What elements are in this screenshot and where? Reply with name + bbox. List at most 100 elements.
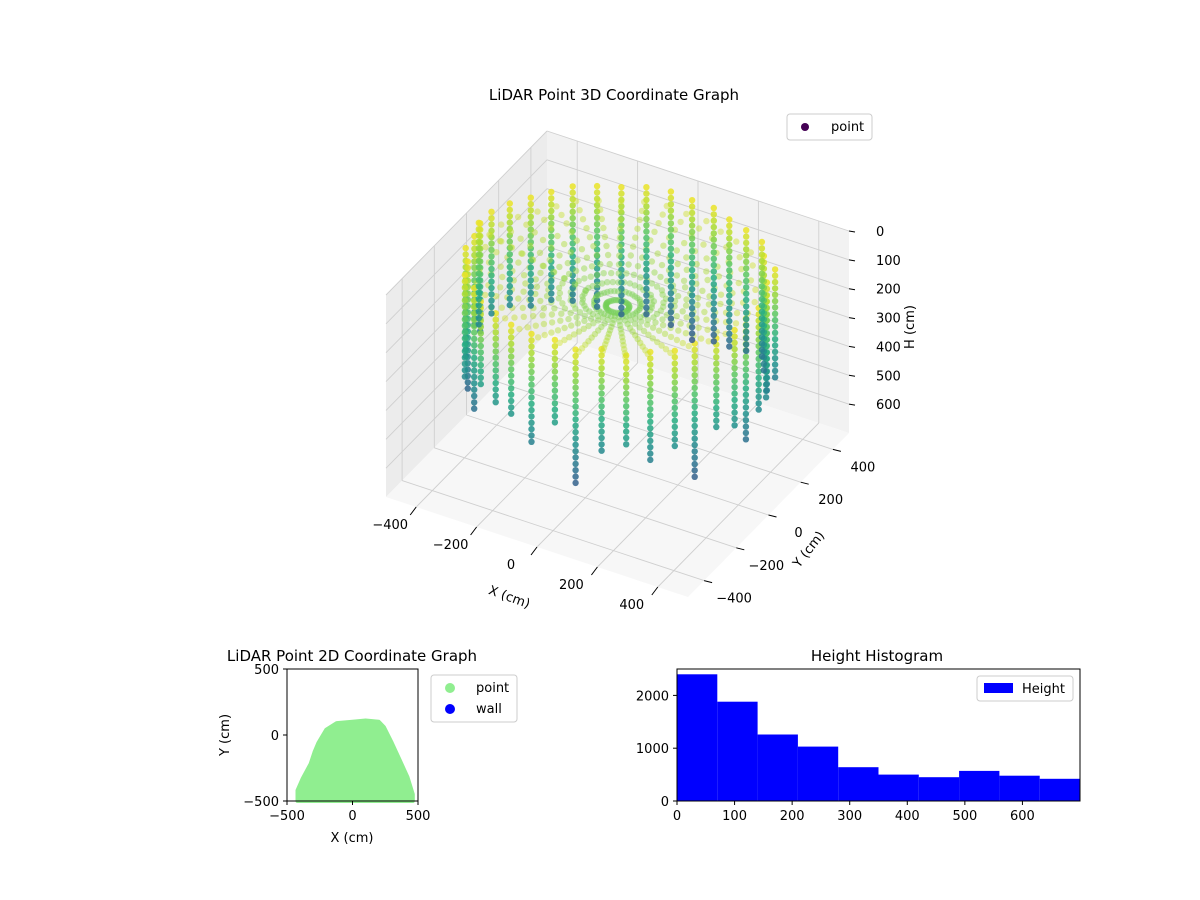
point-3d xyxy=(506,270,513,277)
point-3d xyxy=(614,297,621,304)
point-3d xyxy=(710,249,717,256)
point-3d xyxy=(492,399,499,406)
chart-2d-legend-label-wall: wall xyxy=(476,702,502,717)
point-3d xyxy=(572,454,579,461)
chart-2d-ylabel: Y (cm) xyxy=(218,714,233,757)
point-3d xyxy=(537,297,544,305)
point-3d xyxy=(743,246,750,253)
point-3d xyxy=(548,201,555,208)
point-3d xyxy=(671,404,678,412)
point-3d xyxy=(643,222,650,229)
point-3d xyxy=(572,378,579,385)
point-3d xyxy=(506,200,513,207)
point-3d xyxy=(742,423,750,430)
point-3d xyxy=(640,327,648,335)
point-3d xyxy=(731,358,738,365)
point-3d xyxy=(569,291,576,298)
chart-2d-plot-area xyxy=(286,668,419,803)
point-3d xyxy=(488,265,495,273)
point-3d xyxy=(618,279,625,286)
point-3d xyxy=(475,321,482,328)
point-3d xyxy=(461,354,469,361)
point-3d xyxy=(717,228,724,235)
point-3d xyxy=(575,328,583,335)
point-3d xyxy=(683,254,690,261)
point-3d xyxy=(623,352,630,359)
point-3d xyxy=(600,224,607,232)
point-3d xyxy=(620,342,627,349)
point-3d xyxy=(604,298,611,306)
histogram-xtick-label: 0 xyxy=(673,809,681,824)
point-3d xyxy=(667,188,675,195)
point-3d xyxy=(667,239,675,246)
point-3d xyxy=(726,216,733,223)
point-3d xyxy=(598,403,605,410)
point-3d xyxy=(508,334,515,341)
point-3d xyxy=(524,324,531,331)
point-3d xyxy=(528,413,535,420)
point-3d xyxy=(618,222,625,229)
point-3d xyxy=(743,296,750,304)
point-3d xyxy=(618,304,625,311)
point-3d xyxy=(673,336,681,344)
point-3d xyxy=(548,264,555,272)
point-3d xyxy=(624,307,631,314)
point-3d xyxy=(482,291,489,299)
point-3d xyxy=(647,406,654,413)
point-3d xyxy=(475,219,482,226)
point-3d xyxy=(488,278,495,285)
point-3d xyxy=(486,231,493,238)
point-3d xyxy=(488,303,495,311)
point-3d xyxy=(590,243,597,250)
tick-x xyxy=(591,566,598,576)
point-3d xyxy=(742,366,750,373)
point-3d xyxy=(611,313,619,320)
point-3d xyxy=(713,417,720,424)
point-3d xyxy=(691,448,698,455)
point-3d xyxy=(758,321,766,328)
point-3d xyxy=(551,368,559,375)
point-3d xyxy=(671,436,678,443)
point-3d xyxy=(677,218,684,226)
point-3d xyxy=(618,196,625,204)
point-3d xyxy=(603,304,610,312)
point-3d xyxy=(743,271,750,278)
point-3d xyxy=(643,285,650,292)
point-3d xyxy=(703,255,710,262)
point-3d xyxy=(771,329,779,336)
point-3d xyxy=(691,353,698,360)
point-3d xyxy=(528,256,536,263)
point-3d xyxy=(671,360,678,367)
point-3d xyxy=(643,209,650,216)
point-3d xyxy=(511,314,518,321)
point-3d xyxy=(574,320,581,327)
point-3d xyxy=(771,272,779,279)
point-3d xyxy=(617,216,624,223)
point-3d xyxy=(606,307,613,314)
point-3d xyxy=(506,289,513,296)
point-3d xyxy=(602,303,609,311)
point-3d xyxy=(691,378,698,385)
point-3d xyxy=(667,245,675,252)
point-3d xyxy=(593,265,601,272)
point-3d xyxy=(471,386,478,393)
chart-3d-legend: point xyxy=(786,113,873,141)
point-3d xyxy=(671,392,678,399)
point-3d xyxy=(710,274,717,281)
point-3d xyxy=(691,410,698,417)
point-3d xyxy=(771,285,779,292)
point-3d xyxy=(527,296,534,303)
histogram-ytick-label: 2000 xyxy=(636,689,669,704)
tick-z xyxy=(848,288,856,291)
point-3d xyxy=(710,331,717,339)
point-3d xyxy=(755,374,762,382)
point-3d xyxy=(471,399,478,406)
point-3d xyxy=(731,377,738,385)
point-3d xyxy=(713,354,720,361)
point-3d xyxy=(506,251,513,258)
point-3d xyxy=(546,256,553,264)
point-3d xyxy=(598,396,605,404)
point-3d xyxy=(691,372,698,379)
point-3d xyxy=(539,312,546,319)
point-3d xyxy=(642,347,649,354)
